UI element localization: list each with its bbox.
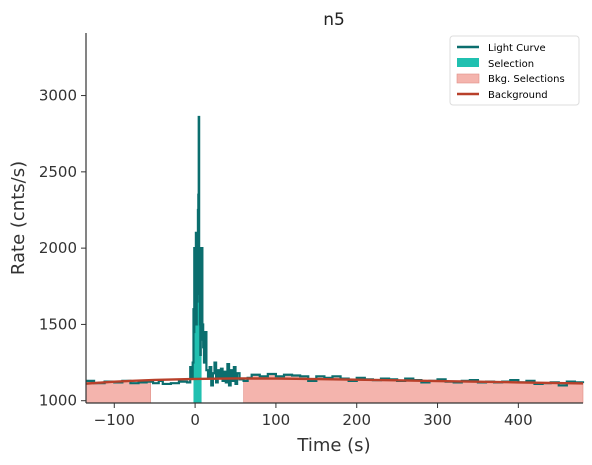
chart-title: n5 xyxy=(323,10,345,30)
legend: Light Curve Selection Bkg. Selections Ba… xyxy=(449,35,580,106)
x-tick-label: 100 xyxy=(262,411,291,429)
x-tick-label: −100 xyxy=(94,411,135,429)
legend-frame xyxy=(449,35,580,106)
x-tick-label: 400 xyxy=(504,411,533,429)
y-tick-label: 1000 xyxy=(39,392,77,410)
y-tick-label: 2500 xyxy=(39,163,77,181)
legend-bkg-selections-label: Bkg. Selections xyxy=(488,74,565,85)
y-tick-label: 2000 xyxy=(39,239,77,257)
x-tick-label: 300 xyxy=(423,411,452,429)
legend-selection-label: Selection xyxy=(488,59,534,70)
legend-background-label: Background xyxy=(488,90,548,101)
legend-bkg-selections-swatch xyxy=(456,73,480,84)
y-tick-label: 3000 xyxy=(39,87,77,105)
x-tick-label: 200 xyxy=(342,411,371,429)
x-tick-label: 0 xyxy=(190,411,200,429)
x-axis-label: Time (s) xyxy=(296,435,370,456)
y-axis-label: Rate (cnts/s) xyxy=(8,161,29,275)
y-axis-ticks: 1000 1500 2000 2500 3000 xyxy=(39,87,86,410)
y-tick-label: 1500 xyxy=(39,315,77,333)
legend-selection-swatch xyxy=(457,58,479,67)
x-axis-ticks: −100 0 100 200 300 400 xyxy=(94,403,533,429)
light-curve-line xyxy=(86,115,585,387)
background-fit-line xyxy=(85,377,584,385)
legend-light-curve-label: Light Curve xyxy=(488,43,546,54)
plot-area xyxy=(85,115,585,404)
